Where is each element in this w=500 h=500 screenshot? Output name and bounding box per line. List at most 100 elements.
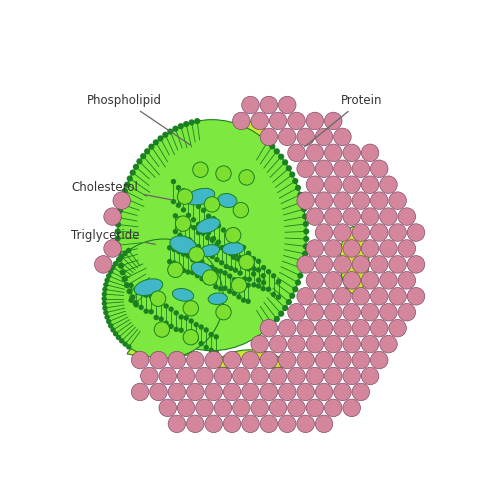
- Circle shape: [233, 202, 248, 218]
- Circle shape: [186, 237, 192, 242]
- Circle shape: [302, 251, 308, 257]
- Circle shape: [108, 269, 114, 274]
- Circle shape: [398, 208, 415, 226]
- Circle shape: [178, 232, 182, 238]
- Circle shape: [352, 320, 370, 337]
- Circle shape: [362, 144, 379, 162]
- Circle shape: [334, 383, 351, 400]
- Circle shape: [271, 292, 276, 297]
- Circle shape: [306, 399, 324, 416]
- Circle shape: [176, 185, 181, 190]
- Circle shape: [278, 128, 296, 146]
- Circle shape: [261, 280, 266, 285]
- Circle shape: [178, 399, 195, 416]
- Circle shape: [271, 273, 276, 278]
- Circle shape: [352, 256, 370, 273]
- Circle shape: [228, 251, 234, 256]
- Circle shape: [232, 290, 237, 296]
- Circle shape: [168, 352, 186, 369]
- Circle shape: [352, 288, 370, 305]
- Circle shape: [114, 236, 121, 242]
- Circle shape: [172, 247, 177, 252]
- Circle shape: [231, 254, 236, 260]
- Circle shape: [116, 256, 123, 262]
- Circle shape: [102, 296, 107, 302]
- Circle shape: [324, 208, 342, 226]
- Circle shape: [136, 158, 142, 164]
- Circle shape: [162, 132, 168, 138]
- Circle shape: [278, 96, 296, 114]
- Circle shape: [138, 290, 144, 295]
- Circle shape: [352, 192, 370, 210]
- Circle shape: [324, 336, 342, 353]
- Circle shape: [270, 367, 287, 385]
- Circle shape: [286, 299, 292, 305]
- Circle shape: [260, 415, 278, 432]
- Circle shape: [256, 267, 262, 272]
- Circle shape: [260, 273, 266, 278]
- Circle shape: [172, 126, 178, 132]
- Circle shape: [297, 288, 314, 305]
- Circle shape: [204, 280, 210, 284]
- Circle shape: [324, 304, 342, 321]
- Circle shape: [178, 123, 184, 130]
- Circle shape: [148, 294, 154, 299]
- Circle shape: [216, 223, 221, 228]
- Circle shape: [343, 144, 360, 162]
- Circle shape: [122, 188, 128, 194]
- Circle shape: [213, 284, 218, 290]
- Circle shape: [176, 216, 191, 232]
- Circle shape: [201, 208, 206, 213]
- Circle shape: [306, 367, 324, 385]
- Circle shape: [191, 225, 196, 230]
- Circle shape: [226, 228, 241, 243]
- Circle shape: [202, 270, 218, 285]
- Circle shape: [370, 160, 388, 178]
- Circle shape: [194, 273, 200, 278]
- Circle shape: [210, 238, 215, 243]
- Circle shape: [158, 300, 164, 306]
- Circle shape: [261, 265, 266, 270]
- Polygon shape: [214, 350, 286, 368]
- Circle shape: [276, 294, 281, 300]
- Circle shape: [213, 267, 218, 272]
- Circle shape: [288, 399, 306, 416]
- Circle shape: [288, 144, 306, 162]
- Circle shape: [301, 258, 307, 264]
- Circle shape: [278, 154, 284, 160]
- Circle shape: [352, 224, 370, 242]
- Circle shape: [219, 245, 224, 250]
- Circle shape: [316, 256, 333, 273]
- Text: Triglyceride: Triglyceride: [72, 228, 156, 244]
- Circle shape: [176, 249, 182, 254]
- Circle shape: [299, 266, 306, 272]
- Circle shape: [222, 270, 228, 276]
- Circle shape: [256, 284, 262, 288]
- Circle shape: [168, 383, 186, 400]
- Circle shape: [232, 112, 250, 130]
- Circle shape: [302, 214, 308, 220]
- Circle shape: [398, 240, 415, 257]
- Circle shape: [208, 265, 214, 270]
- Circle shape: [204, 196, 220, 212]
- Circle shape: [334, 224, 351, 242]
- Circle shape: [269, 144, 276, 150]
- Circle shape: [324, 112, 342, 130]
- Circle shape: [152, 140, 159, 145]
- Circle shape: [303, 228, 310, 234]
- Circle shape: [266, 286, 272, 292]
- Circle shape: [264, 326, 270, 332]
- Circle shape: [114, 228, 121, 234]
- Ellipse shape: [170, 236, 196, 254]
- Circle shape: [118, 201, 124, 207]
- Circle shape: [102, 286, 108, 292]
- Circle shape: [150, 352, 168, 369]
- Circle shape: [292, 178, 298, 184]
- Circle shape: [192, 162, 208, 178]
- Circle shape: [172, 260, 177, 266]
- Circle shape: [231, 278, 246, 293]
- Circle shape: [183, 121, 189, 127]
- Circle shape: [226, 232, 231, 237]
- Circle shape: [158, 136, 164, 141]
- Circle shape: [191, 217, 196, 222]
